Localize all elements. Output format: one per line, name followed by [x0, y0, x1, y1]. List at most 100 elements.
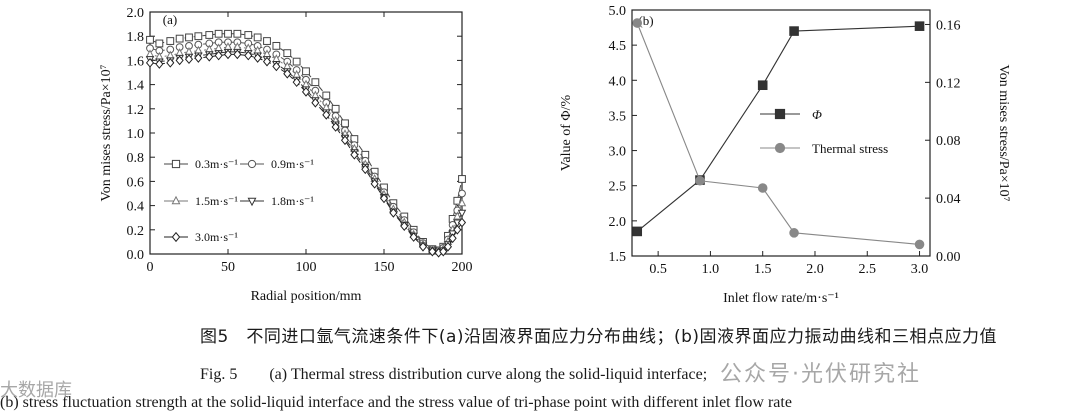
data-point [350, 149, 359, 160]
legend-label: 0.9m·s⁻¹ [271, 157, 314, 171]
data-point [166, 50, 175, 59]
panel-b-fluctuation-and-triphase: 0.5 1.0 1.5 2.0 2.5 3.0 1.5 2.0 2.5 3.0 3.5 4.0 4.5 5… [559, 4, 1011, 306]
x-axis-label: Radial position/mm [251, 289, 362, 304]
x-tick-label: 1.5 [754, 262, 772, 277]
series-0 [146, 29, 466, 255]
y-tick-label: 3.5 [609, 109, 627, 124]
legend-label: 1.5m·s⁻¹ [195, 194, 238, 208]
data-point [458, 175, 466, 183]
data-point [175, 48, 184, 57]
series-line [149, 46, 463, 253]
y-tick-label: 1.0 [127, 127, 145, 142]
y2-tick-label: 0.16 [936, 18, 961, 33]
plot-frame [631, 9, 931, 257]
y-tick-label: 0.2 [127, 224, 145, 239]
x-tick-label: 0.5 [649, 262, 667, 277]
y-tick-label: 1.4 [127, 79, 145, 94]
data-point [184, 46, 194, 55]
data-point [457, 209, 467, 218]
y-tick-label: 1.8 [127, 30, 145, 45]
data-point [233, 29, 242, 38]
data-point [311, 78, 320, 87]
data-point [340, 135, 350, 146]
y-tick-label: 5.0 [609, 4, 627, 19]
data-point [453, 224, 462, 235]
y-tick-label: 1.6 [127, 54, 145, 69]
legend-marker [247, 197, 257, 207]
y-tick-label: 0.0 [127, 248, 145, 263]
data-point [262, 56, 272, 67]
data-point [370, 178, 379, 189]
legend: 0.3m·s⁻¹ 0.9m·s⁻¹ 1.5m·s⁻¹ 1.8m·s⁻¹ 3.0m·s⁻¹ [164, 157, 314, 244]
data-point [214, 50, 223, 61]
data-point [155, 59, 164, 69]
data-point [166, 37, 175, 45]
data-point [361, 164, 370, 175]
y-tick-label: 0.8 [127, 151, 145, 166]
data-point [194, 32, 203, 41]
plot-frame [149, 11, 463, 255]
data-point [214, 29, 223, 38]
data-point [185, 33, 193, 42]
series-line [636, 22, 920, 245]
y-tick-label: 4.0 [609, 74, 627, 89]
data-point [253, 53, 262, 63]
legend-marker [171, 159, 181, 169]
x-axis-label: Inlet flow rate/m·s⁻¹ [723, 291, 839, 306]
data-point [428, 246, 437, 257]
legend-item: Φ [760, 107, 822, 122]
data-point [194, 53, 203, 63]
series-0 [632, 21, 925, 237]
legend-marker [171, 195, 181, 205]
y-axis-label: Von mises stress/Pa×10⁷ [99, 64, 114, 201]
data-point [272, 61, 281, 72]
data-point [205, 31, 214, 39]
data-point [632, 226, 643, 237]
data-point [914, 239, 925, 250]
data-point [458, 189, 466, 198]
y-axis-label: Value of Φ/% [559, 95, 574, 172]
data-point [331, 104, 340, 113]
x-tick-label: 2.0 [806, 262, 824, 277]
watermark-wechat: 公众号·光伏研究社 [720, 362, 921, 387]
data-point [224, 29, 232, 38]
y-tick-label: 1.5 [609, 250, 627, 265]
data-point [175, 34, 184, 43]
x-tick-label: 3.0 [911, 262, 929, 277]
y-tick-label: 2.0 [609, 215, 627, 230]
data-point [263, 37, 271, 45]
data-point [341, 119, 349, 128]
data-point [175, 55, 184, 66]
legend-marker [774, 108, 786, 120]
data-point [205, 51, 214, 62]
data-point [418, 241, 428, 252]
x-tick-label: 100 [296, 260, 317, 275]
data-point [409, 232, 418, 242]
y-tick-label: 2.5 [609, 180, 627, 195]
legend-label: Φ [812, 107, 822, 122]
y2-tick-label: 0.04 [936, 192, 961, 207]
x-tick-label: 0 [147, 260, 154, 275]
data-point [448, 233, 457, 244]
data-point [322, 91, 331, 100]
legend-item: 0.9m·s⁻¹ [240, 157, 314, 171]
data-point [400, 221, 409, 232]
legend-marker [171, 231, 181, 243]
y2-tick-label: 0.08 [936, 134, 961, 149]
data-point [283, 68, 292, 79]
x-tick-label: 200 [452, 260, 473, 275]
data-point [443, 241, 453, 252]
data-point [457, 217, 467, 228]
data-point [292, 57, 301, 66]
y-tick-label: 4.5 [609, 39, 627, 54]
data-point [214, 43, 223, 52]
x-tick-label: 2.5 [859, 262, 877, 277]
data-point [331, 122, 340, 132]
data-point [145, 57, 155, 68]
x-tick-label: 1.0 [702, 262, 720, 277]
legend-label: 1.8m·s⁻¹ [271, 194, 314, 208]
legend-item: 3.0m·s⁻¹ [164, 230, 238, 244]
y-tick-label: 3.0 [609, 145, 627, 160]
figure-canvas: 0 50 100 150 200 0.0 0.2 0.4 0.6 0.8 1.0 1.2 1.4 1.6 1… [99, 4, 1011, 306]
data-point [145, 49, 155, 58]
